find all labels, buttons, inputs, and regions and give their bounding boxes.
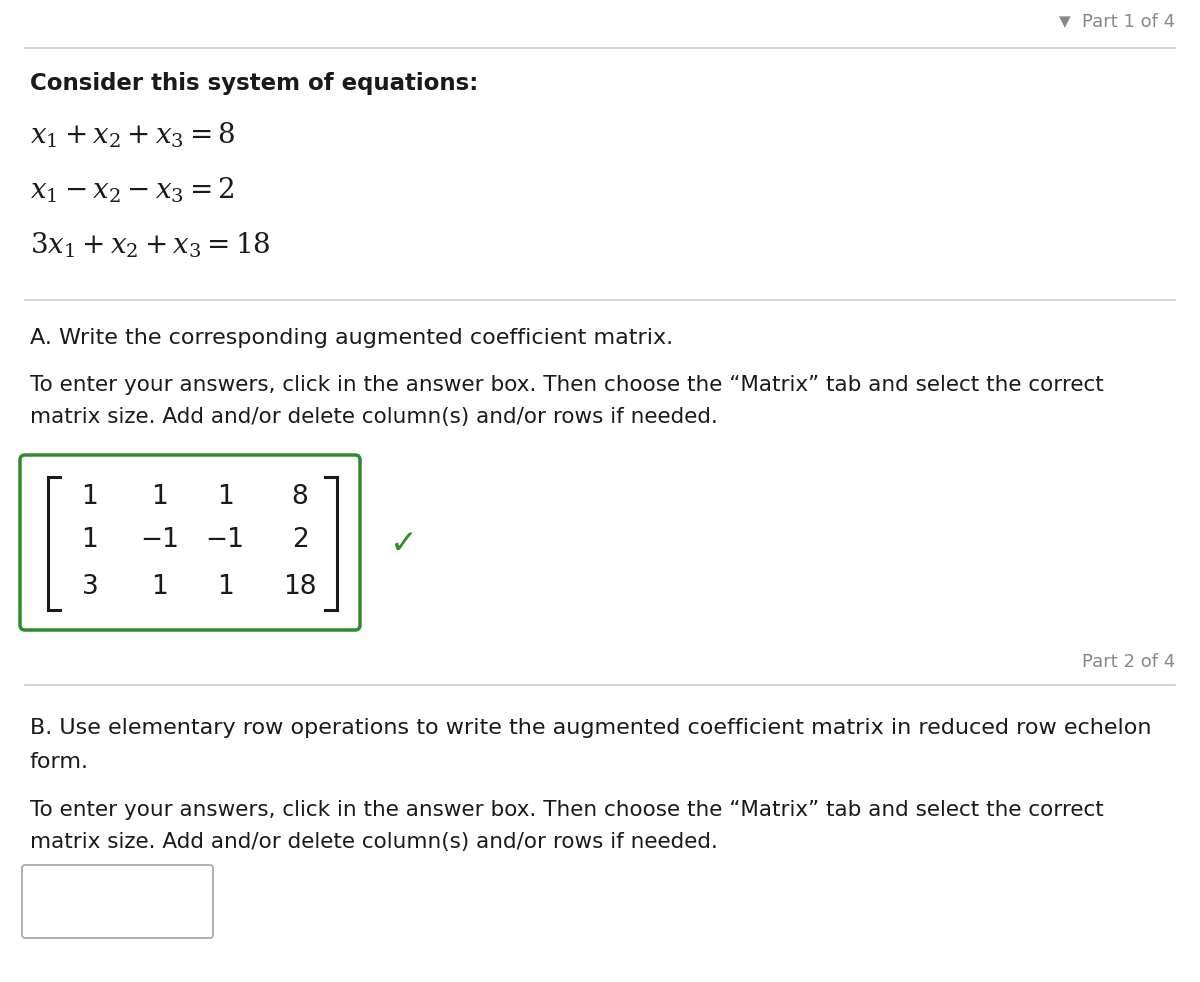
Text: matrix size. Add and/or delete column(s) and/or rows if needed.: matrix size. Add and/or delete column(s)… xyxy=(30,832,718,852)
Text: 8: 8 xyxy=(292,484,308,510)
Text: −1: −1 xyxy=(205,527,245,553)
Text: 1: 1 xyxy=(151,484,168,510)
Text: 1: 1 xyxy=(217,574,233,600)
Text: A. Write the corresponding augmented coefficient matrix.: A. Write the corresponding augmented coe… xyxy=(30,328,673,348)
Text: matrix size. Add and/or delete column(s) and/or rows if needed.: matrix size. Add and/or delete column(s)… xyxy=(30,407,718,427)
Text: $x_1 - x_2 - x_3 = 2$: $x_1 - x_2 - x_3 = 2$ xyxy=(30,175,234,204)
Text: form.: form. xyxy=(30,752,89,772)
Text: 1: 1 xyxy=(82,484,98,510)
Text: $x_1 + x_2 + x_3 = 8$: $x_1 + x_2 + x_3 = 8$ xyxy=(30,120,235,149)
Text: 18: 18 xyxy=(283,574,317,600)
Text: 2: 2 xyxy=(292,527,308,553)
Text: To enter your answers, click in the answer box. Then choose the “Matrix” tab and: To enter your answers, click in the answ… xyxy=(30,800,1104,820)
FancyBboxPatch shape xyxy=(22,865,214,938)
Text: Part 2 of 4: Part 2 of 4 xyxy=(1081,653,1175,671)
Text: ▼: ▼ xyxy=(1060,15,1070,29)
FancyBboxPatch shape xyxy=(20,455,360,630)
Text: 1: 1 xyxy=(82,527,98,553)
Text: Part 1 of 4: Part 1 of 4 xyxy=(1082,13,1175,31)
Text: Consider this system of equations:: Consider this system of equations: xyxy=(30,72,479,95)
Text: 1: 1 xyxy=(151,574,168,600)
Text: ✓: ✓ xyxy=(390,526,418,560)
Text: 1: 1 xyxy=(217,484,233,510)
Text: 3: 3 xyxy=(82,574,98,600)
Text: $3x_1 + x_2 + x_3 = 18$: $3x_1 + x_2 + x_3 = 18$ xyxy=(30,230,271,259)
Text: −1: −1 xyxy=(140,527,180,553)
Text: B. Use elementary row operations to write the augmented coefficient matrix in re: B. Use elementary row operations to writ… xyxy=(30,718,1152,738)
Text: To enter your answers, click in the answer box. Then choose the “Matrix” tab and: To enter your answers, click in the answ… xyxy=(30,375,1104,395)
